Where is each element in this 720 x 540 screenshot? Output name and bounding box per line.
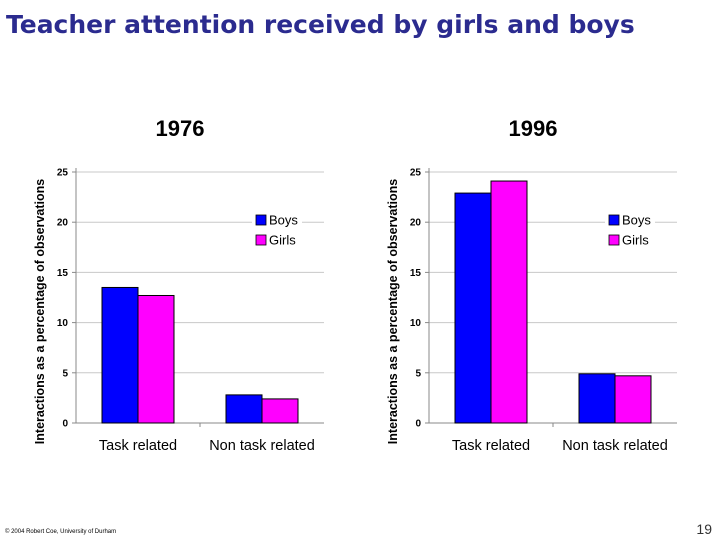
legend-swatch (255, 234, 267, 246)
chart-1996: 1996 Interactions as a percentage of obse… (381, 108, 711, 468)
x-category-label: Task related (99, 438, 177, 454)
y-tick-label: 5 (62, 368, 68, 379)
bar-girls-0 (490, 180, 528, 424)
legend-entry: Girls (269, 233, 296, 248)
bar-boys-1 (225, 394, 263, 424)
y-tick-label: 15 (57, 268, 69, 279)
y-tick-label: 25 (410, 168, 422, 179)
x-category-label: Non task related (209, 438, 315, 454)
y-tick-label: 25 (57, 168, 69, 179)
y-tick-label: 20 (410, 218, 422, 229)
y-tick-label: 10 (410, 318, 422, 329)
y-tick-label: 0 (415, 419, 421, 430)
chart-1976: 1976 Interactions as a percentage of obse… (28, 108, 358, 468)
bar-boys-1 (578, 373, 616, 424)
chart-title: 1976 (156, 116, 205, 141)
y-tick-label: 15 (410, 268, 422, 279)
bar-girls-1 (614, 375, 652, 424)
bar-girls-0 (137, 294, 175, 424)
slide-title: Teacher attention received by girls and … (6, 10, 635, 39)
bar-boys-0 (454, 192, 492, 424)
y-tick-label: 20 (57, 218, 69, 229)
y-tick-label: 0 (62, 419, 68, 430)
chart-svg: 1976 Interactions as a percentage of obse… (33, 116, 324, 454)
x-category-label: Non task related (562, 438, 668, 454)
legend-swatch (608, 214, 620, 226)
chart-title: 1996 (509, 116, 558, 141)
y-axis-label: Interactions as a percentage of observat… (386, 179, 400, 444)
legend-entry: Boys (622, 213, 651, 228)
bar-boys-0 (101, 286, 139, 424)
chart-svg: 1996 Interactions as a percentage of obse… (386, 116, 677, 454)
legend-swatch (608, 234, 620, 246)
footer-copyright: © 2004 Robert Coe, University of Durham (5, 529, 117, 535)
legend-entry: Boys (269, 213, 298, 228)
page-number: 19 (696, 521, 712, 537)
legend-entry: Girls (622, 233, 649, 248)
x-category-label: Task related (452, 438, 530, 454)
y-tick-label: 10 (57, 318, 69, 329)
y-axis-label: Interactions as a percentage of observat… (33, 179, 47, 444)
bar-girls-1 (261, 398, 299, 424)
legend-swatch (255, 214, 267, 226)
y-tick-label: 5 (415, 368, 421, 379)
